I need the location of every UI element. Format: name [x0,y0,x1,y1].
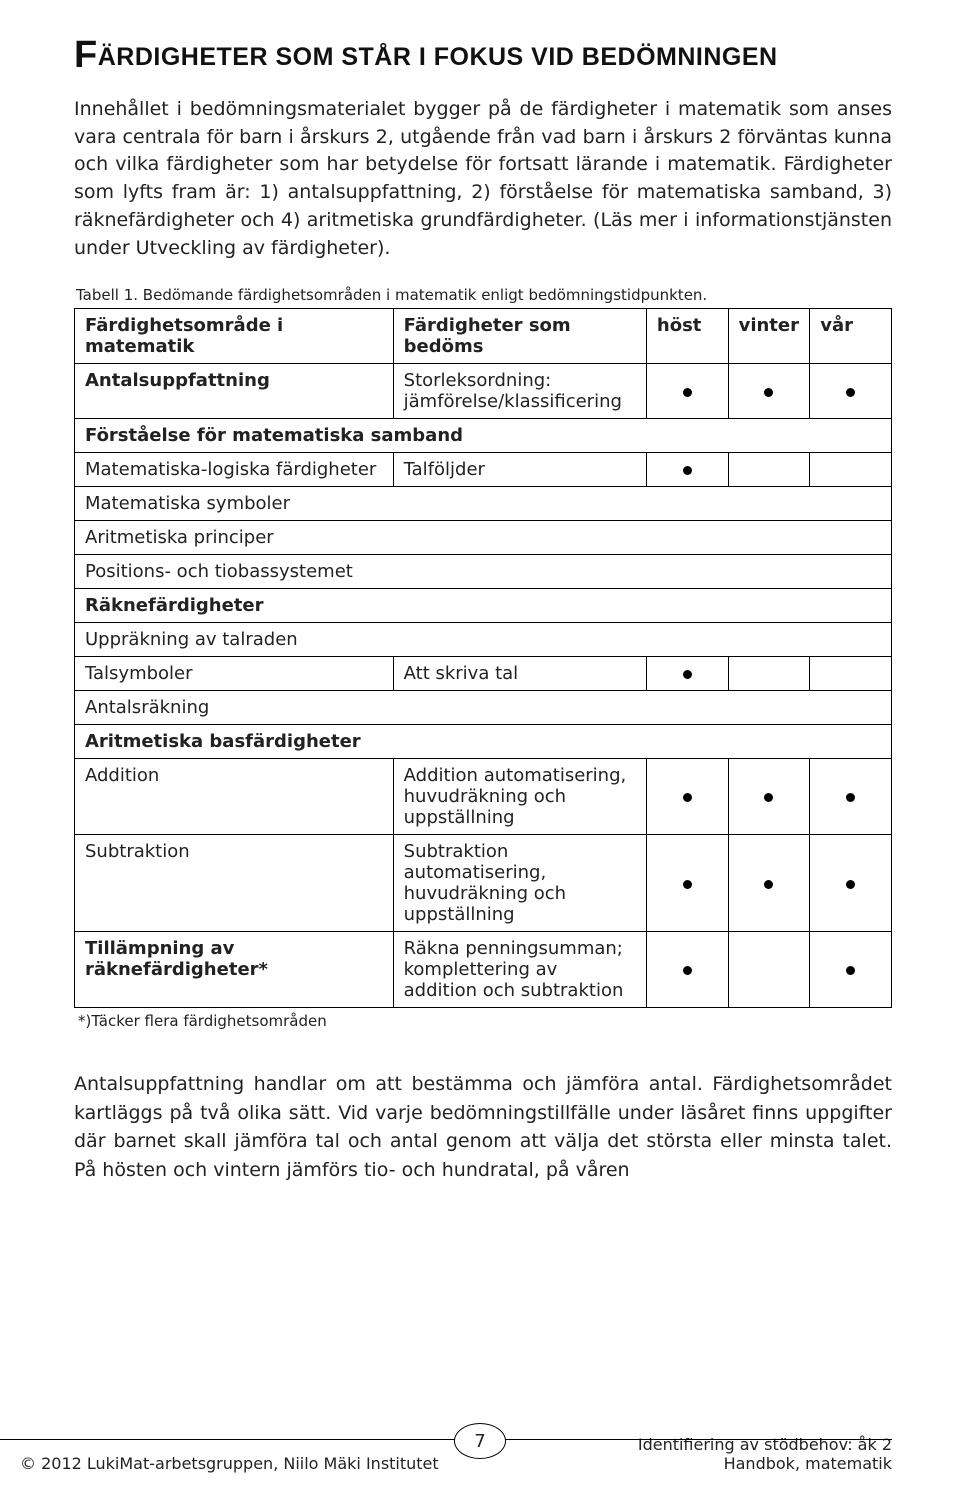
cell-dot [810,364,892,419]
cell-dot [728,759,810,835]
cell-skill: Att skriva tal [393,657,646,691]
cell-skill: Talföljder [393,453,646,487]
table-row: Aritmetiska principer [75,521,892,555]
cell-empty [728,453,810,487]
dot-icon [846,880,855,889]
cell-skill: Subtraktion automatisering, huvudräkning… [393,835,646,932]
section-label: Förståelse för matematiska samband [75,419,892,453]
table-row: Tillämpning av räknefärdigheter* Räkna p… [75,932,892,1008]
dot-icon [846,793,855,802]
cell-dot [646,453,728,487]
cell-area: Tillämpning av räknefärdigheter* [75,932,394,1008]
cell-dot [646,364,728,419]
cell-dot [810,759,892,835]
table-section-row: Aritmetiska basfärdigheter [75,725,892,759]
cell-dot [810,835,892,932]
section-label: Räknefärdigheter [75,589,892,623]
footer-left: © 2012 LukiMat-arbetsgruppen, Niilo Mäki… [0,1454,439,1473]
table-row: Antalsräkning [75,691,892,725]
dot-icon [683,466,692,475]
cell-skill: Storleksordning: jämförelse/klassificeri… [393,364,646,419]
dot-icon [683,388,692,397]
table-section-row: Förståelse för matematiska samband [75,419,892,453]
table-row: Matematiska symboler [75,487,892,521]
cell-skill: Addition automatisering, huvudräkning oc… [393,759,646,835]
dot-icon [683,793,692,802]
dot-icon [846,966,855,975]
dot-icon [764,388,773,397]
dot-icon [683,966,692,975]
cell-empty [728,932,810,1008]
cell-dot [810,932,892,1008]
cell-empty [810,657,892,691]
table-row: Positions- och tiobassystemet [75,555,892,589]
hdr-vinter: vinter [728,309,810,364]
cell-area: Talsymboler [75,657,394,691]
table-footnote: *)Täcker flera färdighetsområden [78,1012,892,1030]
intro-paragraph: Innehållet i bedömningsmaterialet bygger… [74,96,892,262]
cell-skill: Räkna penningsumman; komplettering av ad… [393,932,646,1008]
cell-area: Matematiska-logiska färdigheter [75,453,394,487]
cell-empty [810,453,892,487]
closing-paragraph: Antalsuppfattning handlar om att bestämm… [74,1070,892,1184]
table-header-row: Färdighetsområde i matematik Färdigheter… [75,309,892,364]
hdr-host: höst [646,309,728,364]
cell-area: Antalsräkning [75,691,892,725]
title-rest: ärdigheter som står i fokus vid bedömnin… [98,43,778,71]
footer-line1: Identifiering av stödbehov: åk 2 [638,1435,892,1454]
cell-empty [728,657,810,691]
page-footer: 7 © 2012 LukiMat-arbetsgruppen, Niilo Mä… [0,1403,960,1473]
table-row: Subtraktion Subtraktion automatisering, … [75,835,892,932]
dot-icon [683,880,692,889]
table-caption: Tabell 1. Bedömande färdighetsområden i … [76,286,892,304]
table-section-row: Räknefärdigheter [75,589,892,623]
cell-dot [646,759,728,835]
hdr-area: Färdighetsområde i matematik [75,309,394,364]
dot-icon [683,670,692,679]
cell-area: Positions- och tiobassystemet [75,555,892,589]
table-row: Uppräkning av talraden [75,623,892,657]
cell-area: Matematiska symboler [75,487,892,521]
dot-icon [846,388,855,397]
cell-area: Aritmetiska principer [75,521,892,555]
cell-area: Antalsuppfattning [75,364,394,419]
hdr-skills: Färdigheter som bedöms [393,309,646,364]
dot-icon [764,880,773,889]
table-row: Addition Addition automatisering, huvudr… [75,759,892,835]
footer-rule [0,1439,892,1440]
skills-table: Färdighetsområde i matematik Färdigheter… [74,308,892,1008]
table-row: Antalsuppfattning Storleksordning: jämfö… [75,364,892,419]
page-title: Färdigheter som står i fokus vid bedömni… [74,36,892,74]
footer-right: Identifiering av stödbehov: åk 2 Handbok… [638,1435,892,1473]
page-number-badge: 7 [454,1423,506,1459]
hdr-var: vår [810,309,892,364]
footer-line2: Handbok, matematik [638,1454,892,1473]
dot-icon [764,793,773,802]
table-row: Matematiska-logiska färdigheter Talföljd… [75,453,892,487]
title-dropcap: F [74,34,98,76]
cell-dot [646,657,728,691]
cell-dot [728,835,810,932]
table-row: Talsymboler Att skriva tal [75,657,892,691]
cell-area: Uppräkning av talraden [75,623,892,657]
cell-dot [646,932,728,1008]
section-label: Aritmetiska basfärdigheter [75,725,892,759]
cell-dot [728,364,810,419]
cell-area: Subtraktion [75,835,394,932]
cell-dot [646,835,728,932]
page-number: 7 [474,1431,485,1452]
cell-area: Addition [75,759,394,835]
